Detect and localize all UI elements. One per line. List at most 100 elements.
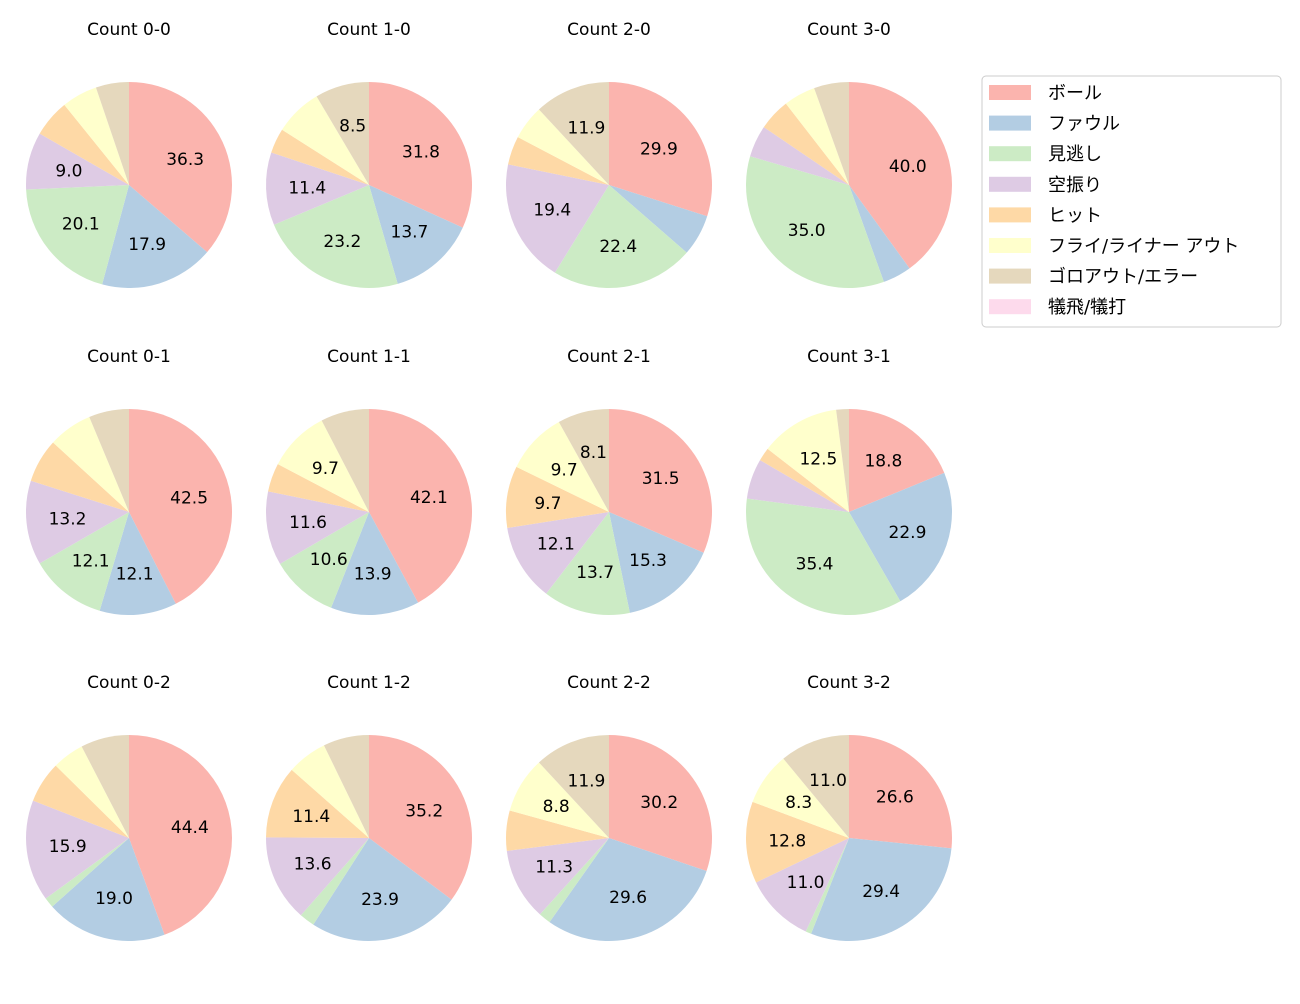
pie-slice (554, 185, 687, 288)
pie-slice (369, 185, 463, 284)
pie-count-0-0: Count 0-0 36.3 17.9 20.1 9.0 (26, 20, 232, 288)
slice-label: 12.1 (116, 565, 154, 585)
pie-slice (321, 409, 369, 512)
pie-slice (609, 409, 712, 553)
pie-count-2-1: Count 2-131.515.313.712.19.79.78.1 (506, 347, 712, 616)
slice-label: 29.4 (862, 882, 900, 902)
pie-count-2-2: Count 2-2 30.2 29.6 11.3 8.8 11.9 (506, 673, 712, 941)
slice-label: 11.9 (568, 771, 606, 791)
pie-slice (506, 810, 609, 851)
slice-label: 11.4 (288, 178, 326, 198)
pie-slice (609, 82, 712, 217)
legend-item: ファウル (989, 114, 1120, 135)
slice-label: 42.1 (410, 488, 448, 508)
pie-slice (95, 82, 129, 185)
pie-slice (849, 82, 953, 269)
pie-slice (760, 448, 849, 512)
legend-item: ゴロアウト/エラー (989, 267, 1198, 288)
legend-label: ファウル (1048, 114, 1120, 135)
slice-label: 11.4 (292, 807, 330, 827)
legend-item: 空振り (989, 175, 1102, 196)
slice-label: 11.0 (787, 873, 825, 893)
pie-title: Count 0-1 (87, 347, 171, 367)
legend-frame (981, 75, 1282, 328)
pie-count-3-1: Count 3-1 18.8 22.9 35.4 12.5 (746, 347, 952, 616)
pie-count-3-0: Count 3-0 40.0 35.0 (745, 20, 953, 289)
pie-slice (282, 96, 369, 185)
slice-label: 15.3 (629, 551, 667, 571)
pie-slice (746, 498, 901, 616)
pie-slice (750, 127, 849, 185)
pie-count-1-1: Count 1-1 42.1 13.9 10.6 11.6 9.7 (266, 347, 472, 615)
slice-label: 8.5 (339, 116, 366, 136)
pie-title: Count 1-2 (327, 673, 411, 693)
pie-slice (25, 480, 129, 564)
slice-label: 12.8 (768, 832, 806, 852)
legend-label: フライ/ライナー アウト (1048, 236, 1239, 257)
pie-slice (30, 442, 130, 512)
pie-count-0-2: Count 0-2 44.4 19.0 15.9 (26, 673, 233, 941)
pie-slice (268, 464, 369, 512)
pie-slice (538, 735, 609, 838)
slice-label: 11.0 (809, 771, 847, 791)
pie-slice (313, 838, 452, 941)
pie-slice (509, 762, 609, 838)
pie-slice (746, 460, 849, 512)
pie-slice (516, 422, 609, 512)
pie-slice (53, 416, 129, 512)
slice-label: 8.8 (543, 797, 570, 817)
slice-label: 11.6 (289, 513, 327, 533)
slice-label: 29.9 (640, 140, 678, 160)
pie-slice (316, 82, 369, 185)
slice-label: 23.2 (323, 232, 361, 252)
legend-label: ヒット (1048, 205, 1102, 226)
pie-slice (811, 838, 952, 942)
pie-slice (266, 491, 369, 564)
pie-slice (64, 87, 129, 185)
pie-slice (369, 409, 472, 603)
pie-slice (745, 801, 849, 883)
pie-slice (849, 185, 910, 282)
pie-title: Count 2-2 (567, 673, 651, 693)
pie-slice (273, 185, 398, 288)
pie-slice (129, 409, 233, 604)
legend-label: 見逃し (1048, 144, 1102, 165)
pie-slice (507, 512, 609, 594)
slice-label: 36.3 (166, 150, 204, 170)
slice-label: 9.7 (551, 461, 578, 481)
slice-label: 10.6 (310, 550, 348, 570)
slice-label: 23.9 (361, 890, 399, 910)
pie-slice (291, 745, 369, 838)
pie-slice (539, 838, 609, 923)
pie-slice (609, 735, 712, 872)
slice-label: 12.1 (537, 535, 575, 555)
pie-slice (26, 800, 130, 899)
slice-label: 11.3 (535, 858, 573, 878)
pie-count-0-1: Count 0-1 42.5 12.1 12.1 13.2 (25, 347, 233, 615)
slice-label: 26.6 (876, 788, 914, 808)
pie-slice (814, 82, 849, 185)
slice-label: 31.5 (642, 469, 680, 489)
pie-slice (763, 103, 849, 185)
pie-slice (783, 735, 849, 838)
pie-slice (26, 185, 129, 285)
legend-swatch (989, 115, 1031, 131)
pie-slice (752, 758, 849, 838)
pie-slice (266, 837, 369, 916)
pie-slice (538, 82, 609, 185)
pie-slice (331, 512, 419, 615)
slice-label: 19.4 (533, 201, 571, 221)
pie-count-1-2: Count 1-2 35.2 23.9 13.6 11.4 (266, 673, 472, 941)
legend-label: ゴロアウト/エラー (1048, 267, 1198, 288)
slice-label: 22.9 (889, 523, 927, 543)
slice-label: 8.3 (785, 793, 812, 813)
pie-slice (277, 420, 369, 512)
pie-slice (756, 838, 849, 932)
slice-label: 12.1 (72, 551, 110, 571)
slice-label: 22.4 (599, 237, 637, 257)
pie-slice (266, 769, 369, 838)
pie-slice (558, 409, 609, 512)
legend-item: 見逃し (989, 144, 1102, 165)
slice-label: 8.1 (580, 443, 607, 463)
